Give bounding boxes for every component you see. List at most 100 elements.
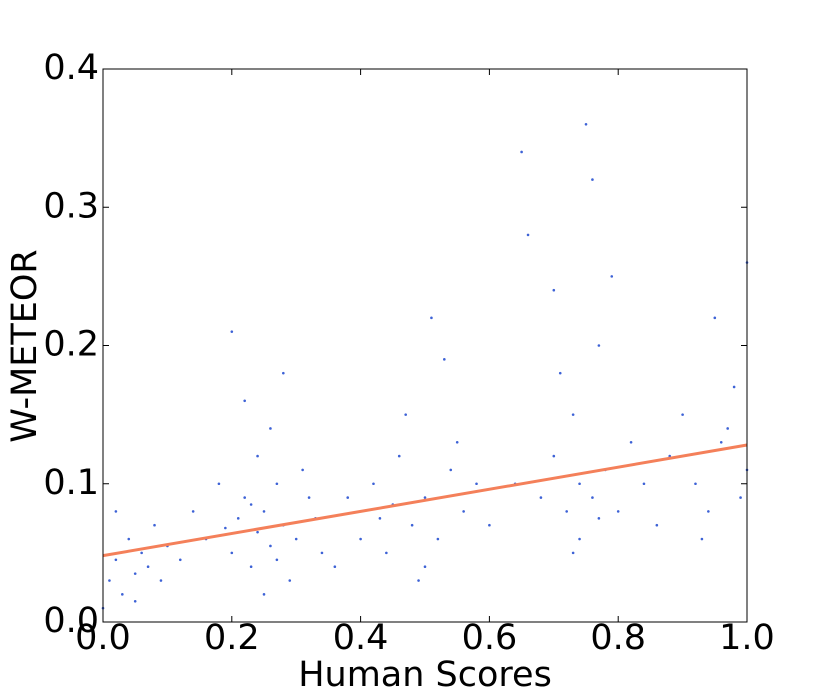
point	[591, 178, 594, 181]
x-axis-label: Human Scores	[298, 655, 552, 692]
point	[236, 517, 240, 520]
point	[359, 537, 362, 541]
x-tick-label: 0.0	[75, 618, 131, 658]
point	[610, 275, 614, 278]
point	[256, 530, 259, 534]
point	[146, 565, 150, 568]
point	[262, 593, 266, 596]
point	[378, 517, 382, 520]
x-tick-label: 0.4	[333, 618, 389, 658]
point	[707, 510, 710, 513]
point	[346, 496, 350, 499]
point	[430, 316, 433, 320]
point	[642, 482, 646, 486]
point	[726, 427, 729, 430]
point	[217, 482, 221, 486]
point	[224, 526, 227, 530]
point	[133, 599, 137, 603]
point	[571, 551, 575, 555]
point	[616, 510, 620, 513]
y-tick-label: 0.1	[43, 463, 99, 503]
x-tick-label: 0.8	[590, 618, 646, 658]
plot-frame	[102, 68, 748, 623]
point	[713, 316, 717, 320]
x-tick-label: 0.6	[462, 618, 518, 658]
point	[288, 579, 292, 582]
point	[243, 496, 246, 499]
point	[584, 123, 588, 126]
point	[320, 551, 324, 555]
point	[269, 544, 272, 548]
point	[159, 579, 163, 582]
point	[558, 371, 562, 375]
point	[655, 523, 659, 527]
point	[114, 510, 118, 513]
point	[423, 496, 427, 499]
point	[597, 344, 601, 347]
point	[249, 565, 253, 568]
point	[275, 558, 279, 562]
point	[256, 454, 259, 458]
point	[133, 572, 137, 575]
x-tick-label: 0.2	[204, 618, 260, 658]
point	[739, 496, 742, 499]
point	[526, 233, 530, 237]
point	[140, 551, 143, 555]
y-tick-label: 0.0	[43, 601, 99, 641]
point	[417, 579, 420, 582]
point	[488, 523, 491, 527]
point	[121, 593, 124, 596]
point	[243, 399, 246, 403]
point	[694, 482, 697, 486]
point	[565, 510, 568, 513]
point	[108, 579, 111, 582]
point	[178, 558, 182, 562]
point	[301, 468, 304, 472]
point	[282, 371, 285, 375]
point	[591, 496, 594, 499]
point	[397, 454, 401, 458]
point	[127, 537, 131, 541]
point	[385, 551, 388, 555]
point	[462, 510, 465, 513]
point	[681, 413, 684, 416]
point	[275, 482, 279, 486]
point	[423, 565, 427, 568]
y-tick-label: 0.2	[43, 325, 99, 365]
point	[552, 288, 556, 292]
point	[249, 503, 253, 506]
x-tick-label: 1.0	[719, 618, 775, 658]
point	[230, 551, 234, 555]
point	[114, 558, 118, 562]
point	[262, 510, 266, 513]
point	[719, 440, 723, 444]
point	[475, 482, 478, 486]
point	[578, 482, 581, 486]
point	[404, 413, 407, 416]
point	[269, 427, 272, 430]
fit-line	[102, 443, 748, 558]
point	[443, 358, 446, 361]
point	[700, 537, 704, 541]
point	[230, 330, 234, 333]
point	[455, 440, 459, 444]
y-tick-label: 0.4	[43, 48, 99, 88]
point	[294, 537, 298, 541]
point	[449, 468, 453, 472]
point	[578, 537, 581, 541]
point	[153, 523, 156, 527]
point	[436, 537, 440, 541]
point	[307, 496, 311, 499]
y-tick-label: 0.3	[43, 186, 99, 226]
point	[520, 150, 523, 154]
point	[333, 565, 337, 568]
point	[410, 523, 414, 527]
point	[597, 517, 601, 520]
point	[372, 482, 375, 486]
y-axis-label: W-METEOR	[5, 249, 45, 443]
point	[732, 385, 736, 389]
point	[552, 454, 556, 458]
point	[629, 440, 633, 444]
point	[571, 413, 575, 416]
